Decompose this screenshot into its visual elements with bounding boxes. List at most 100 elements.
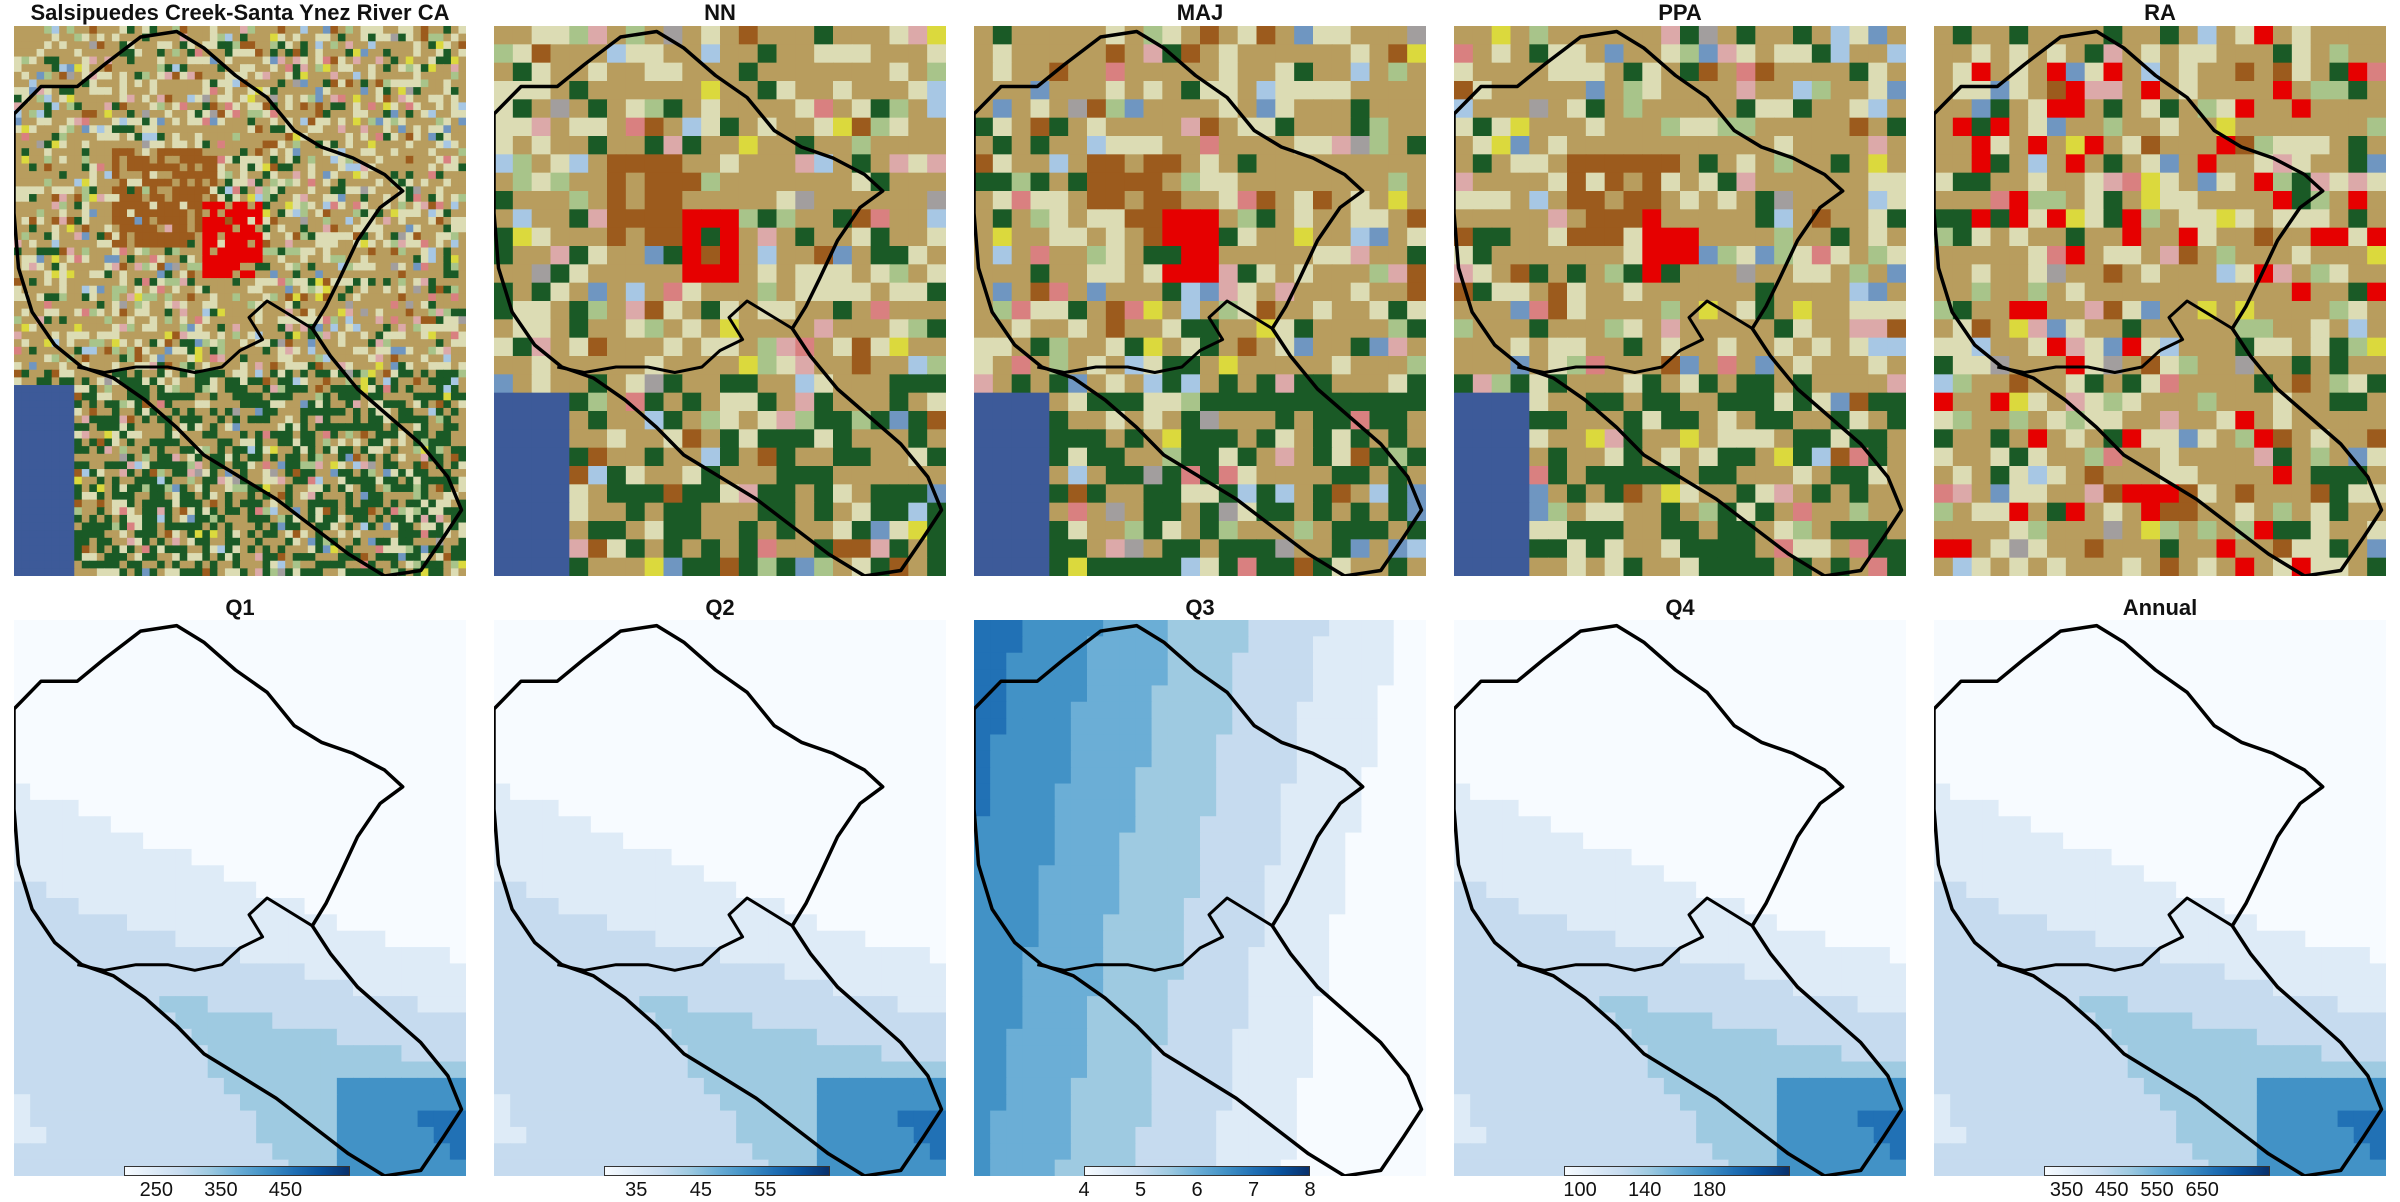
landcover-cell [569, 62, 589, 82]
landcover-cell [450, 301, 460, 310]
landcover-cell [307, 140, 316, 149]
landcover-cell [353, 140, 362, 149]
landcover-cell [285, 33, 294, 42]
landcover-cell [435, 323, 444, 333]
landcover-cell [44, 491, 53, 501]
landcover-cell [224, 209, 234, 218]
landcover-cell [625, 319, 646, 339]
landcover-cell [224, 186, 234, 195]
landcover-cell [450, 117, 460, 126]
landcover-cell [450, 293, 460, 302]
landcover-cell [164, 56, 173, 65]
landcover-cell [134, 79, 143, 88]
landcover-cell [111, 301, 121, 310]
landcover-cell [435, 392, 444, 401]
landcover-cell [322, 415, 331, 424]
landcover-cell [142, 201, 151, 210]
landcover-cell [927, 392, 946, 412]
landcover-cell [255, 461, 264, 470]
landcover-cell [217, 140, 226, 149]
landcover-cell [375, 362, 384, 371]
landcover-cell [119, 301, 128, 310]
landcover-cell [232, 453, 241, 463]
landcover-cell [795, 44, 815, 64]
landcover-cell [398, 308, 407, 317]
landcover-cell [255, 247, 264, 256]
landcover-cell [14, 339, 23, 348]
landcover-cell [443, 262, 452, 272]
landcover-cell [285, 377, 294, 386]
landcover-cell [36, 132, 45, 142]
landcover-cell [450, 216, 460, 226]
landcover-cell [413, 560, 422, 569]
landcover-cell [202, 369, 211, 378]
landcover-cell [494, 466, 514, 485]
landcover-cell [569, 502, 589, 522]
landcover-cell [36, 560, 45, 569]
landcover-cell [458, 48, 466, 58]
landcover-cell [224, 71, 234, 81]
landcover-cell [458, 476, 466, 485]
landcover-cell [194, 194, 203, 203]
landcover-cell [420, 522, 429, 531]
landcover-cell [96, 26, 105, 35]
landcover-cell [262, 293, 271, 302]
landcover-cell [450, 507, 460, 516]
landcover-cell [142, 301, 151, 310]
landcover-cell [104, 453, 113, 463]
landcover-cell [194, 484, 203, 493]
landcover-cell [96, 430, 105, 440]
landcover-cell [277, 491, 286, 501]
landcover-cell [29, 346, 38, 356]
landcover-cell [224, 33, 234, 42]
landcover-cell [149, 26, 158, 35]
landcover-cell [405, 148, 414, 157]
landcover-cell [738, 227, 759, 247]
landcover-cell [337, 568, 347, 576]
landcover-cell [383, 407, 392, 417]
landcover-cell [375, 476, 384, 485]
landcover-cell [390, 110, 399, 119]
landcover-cell [353, 484, 362, 493]
landcover-cell [908, 44, 928, 64]
landcover-cell [607, 502, 627, 522]
landcover-cell [398, 499, 407, 508]
landcover-cell [644, 172, 665, 192]
landcover-cell [44, 430, 53, 440]
landcover-cell [209, 560, 218, 569]
landcover-cell [776, 99, 796, 119]
landcover-cell [390, 140, 399, 149]
landcover-cell [134, 530, 143, 539]
landcover-cell [383, 331, 392, 340]
landcover-cell [202, 41, 211, 50]
landcover-cell [127, 201, 136, 210]
landcover-cell [701, 502, 721, 522]
landcover-cell [330, 545, 339, 554]
landcover-cell [89, 26, 98, 35]
landcover-cell [209, 369, 218, 378]
landcover-cell [337, 514, 347, 524]
landcover-cell [390, 331, 399, 340]
landcover-cell [512, 26, 533, 45]
landcover-cell [307, 285, 316, 294]
landcover-cell [390, 255, 399, 264]
landcover-cell [345, 537, 354, 547]
landcover-cell [353, 26, 362, 35]
landcover-cell [588, 117, 608, 137]
landcover-cell [44, 178, 53, 188]
landcover-cell [307, 301, 316, 310]
landcover-cell [368, 94, 377, 103]
landcover-cell [458, 285, 466, 294]
landcover-cell [307, 171, 316, 180]
landcover-cell [398, 163, 407, 172]
landcover-cell [833, 301, 853, 320]
landcover-cell [36, 339, 45, 348]
landcover-cell [104, 155, 113, 165]
landcover-cell [51, 194, 60, 203]
landcover-cell [383, 293, 392, 302]
landcover-cell [398, 148, 407, 157]
landcover-cell [134, 102, 143, 111]
landcover-cell [292, 285, 301, 294]
landcover-cell [134, 346, 143, 356]
landcover-cell [240, 484, 249, 493]
